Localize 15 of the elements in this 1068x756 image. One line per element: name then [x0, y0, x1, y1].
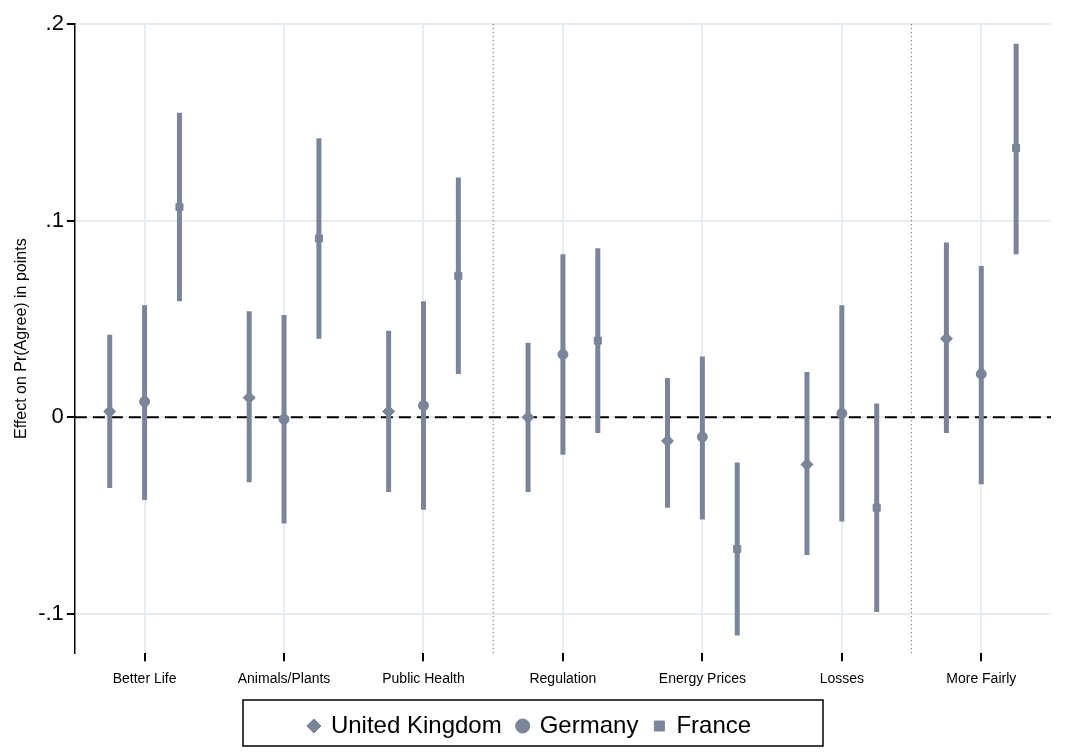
legend-label: France: [676, 710, 752, 738]
y-tick-label: -.1: [38, 599, 64, 625]
x-tick-label: Regulation: [529, 670, 597, 687]
x-tick-label: Losses: [819, 670, 865, 687]
y-tick-label: .1: [45, 206, 64, 232]
y-axis-title: Effect on Pr(Agree) in points: [12, 238, 30, 440]
y-tick-label: .2: [45, 10, 64, 36]
legend-label: Germany: [539, 710, 639, 738]
x-tick-label: More Fairly: [946, 670, 1017, 687]
x-tick-label: Public Health: [382, 670, 465, 687]
x-tick-label: Animals/Plants: [237, 670, 331, 687]
y-tick-label: 0: [51, 403, 64, 429]
x-tick-label: Better Life: [112, 670, 177, 687]
legend-label: United Kingdom: [330, 710, 502, 738]
x-tick-label: Energy Prices: [658, 670, 746, 687]
